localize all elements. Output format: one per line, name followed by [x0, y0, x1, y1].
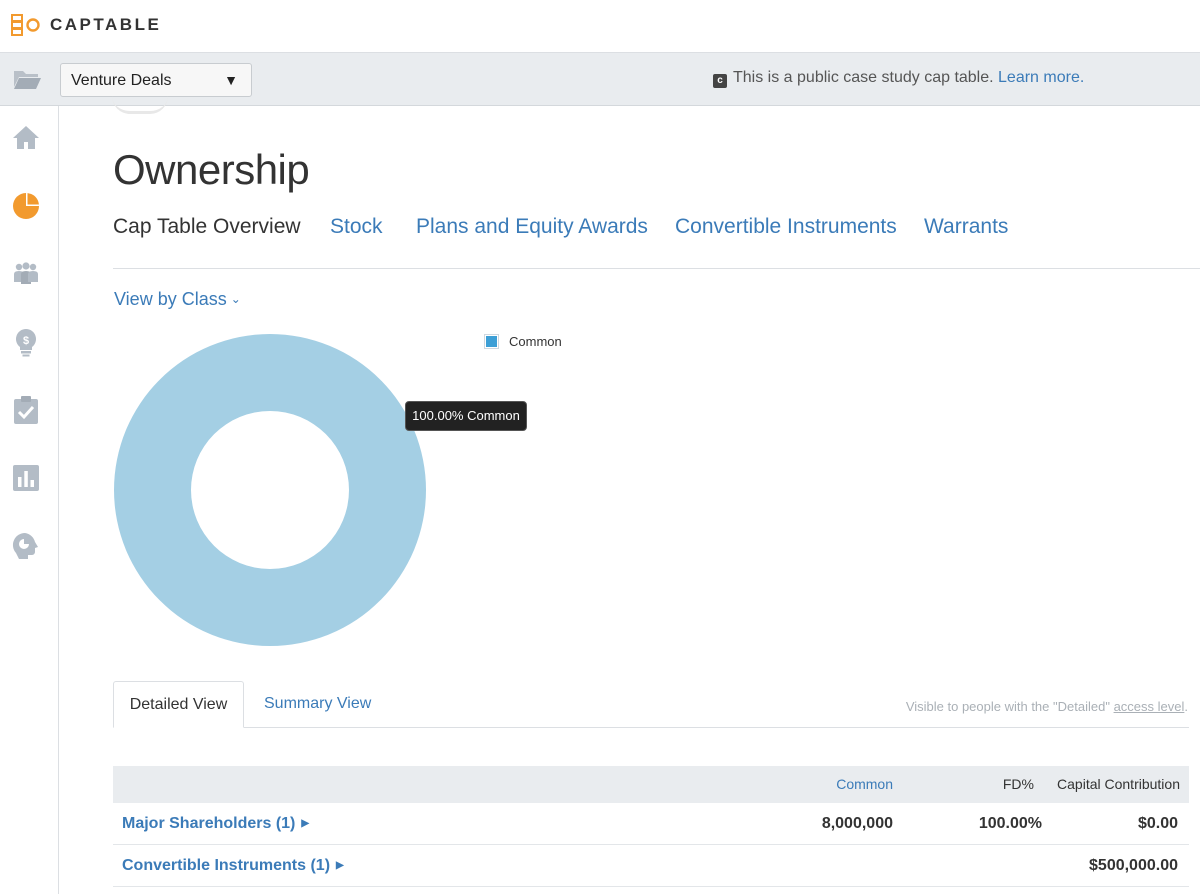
company-bar: Venture Deals ▼ c This is a public case s…: [0, 53, 1200, 106]
table-header: Common FD% Capital Contribution: [113, 766, 1189, 803]
chart-legend: Common: [484, 334, 562, 349]
chevron-down-icon: ⌄: [230, 292, 241, 306]
logo-text[interactable]: CAPTABLE: [50, 15, 162, 34]
svg-text:$: $: [23, 335, 29, 347]
folder-icon[interactable]: [12, 67, 42, 91]
column-header-capital-contribution: Capital Contribution: [1057, 776, 1180, 792]
company-select[interactable]: Venture Deals ▼: [60, 63, 252, 97]
sidebar: $: [0, 106, 59, 894]
people-icon[interactable]: [10, 258, 42, 290]
company-logo-placeholder: [112, 96, 168, 114]
tab-stock[interactable]: Stock: [330, 215, 383, 238]
column-header-fd: FD%: [1002, 776, 1034, 792]
row-toggle-major-shareholders[interactable]: Major Shareholders (1) ▶: [122, 815, 309, 833]
table-row: Convertible Instruments (1) ▶ $500,000.00: [113, 845, 1189, 887]
table-row: Major Shareholders (1) ▶ 8,000,000 100.00…: [113, 803, 1189, 845]
tab-convertible-instruments[interactable]: Convertible Instruments: [675, 215, 897, 238]
legend-swatch-common[interactable]: [484, 334, 499, 349]
captable-logo-icon[interactable]: [11, 14, 41, 36]
cell-common: 8,000,000: [821, 815, 893, 832]
expand-triangle-icon: ▶: [336, 860, 344, 871]
learn-more-link[interactable]: Learn more.: [998, 69, 1085, 86]
access-level-link[interactable]: access level: [1113, 699, 1185, 714]
head-icon[interactable]: [10, 530, 42, 562]
access-note-prefix: Visible to people with the "Detailed": [905, 699, 1110, 714]
cell-fd: 100.00%: [978, 815, 1042, 832]
cell-capital: $500,000.00: [1089, 857, 1178, 874]
row-label: Major Shareholders (1): [122, 815, 296, 832]
cell-capital: $0.00: [1137, 815, 1178, 832]
pie-chart-icon[interactable]: [10, 190, 42, 222]
access-level-note: Visible to people with the "Detailed" ac…: [906, 699, 1188, 714]
page-title: Ownership: [113, 146, 310, 193]
legend-label-common[interactable]: Common: [509, 334, 562, 349]
lightbulb-icon[interactable]: $: [10, 326, 42, 358]
company-select-value: Venture Deals: [71, 72, 172, 89]
expand-triangle-icon: ▶: [301, 818, 310, 829]
home-icon[interactable]: [10, 122, 42, 154]
caret-down-icon: ▼: [224, 72, 238, 88]
subtabs-divider: [113, 727, 1189, 728]
notice-text: This is a public case study cap table.: [733, 69, 994, 86]
bar-chart-icon[interactable]: [10, 462, 42, 494]
tab-cap-table-overview[interactable]: Cap Table Overview: [113, 215, 301, 238]
donut-slice-common[interactable]: [114, 334, 426, 646]
chart-tooltip: 100.00% Common: [405, 401, 527, 431]
ownership-donut-chart[interactable]: [113, 333, 427, 647]
tabs-divider: [113, 268, 1200, 269]
tab-summary-view[interactable]: Summary View: [264, 695, 372, 712]
row-toggle-convertible-instruments[interactable]: Convertible Instruments (1) ▶: [122, 857, 344, 875]
clipboard-check-icon[interactable]: [10, 394, 42, 426]
top-bar: CAPTABLE: [0, 0, 1200, 53]
public-notice: c This is a public case study cap table. …: [713, 69, 1084, 88]
tab-detailed-view[interactable]: Detailed View: [113, 681, 244, 728]
view-by-class-dropdown[interactable]: View by Class ⌄: [114, 289, 241, 310]
view-by-label: View by Class: [114, 289, 227, 309]
column-header-common[interactable]: Common: [836, 776, 893, 792]
tab-warrants[interactable]: Warrants: [924, 215, 1009, 238]
tab-plans-equity-awards[interactable]: Plans and Equity Awards: [416, 215, 648, 238]
access-note-suffix: .: [1184, 699, 1188, 714]
row-label: Convertible Instruments (1): [122, 857, 331, 874]
captable-badge-icon: c: [713, 74, 727, 88]
